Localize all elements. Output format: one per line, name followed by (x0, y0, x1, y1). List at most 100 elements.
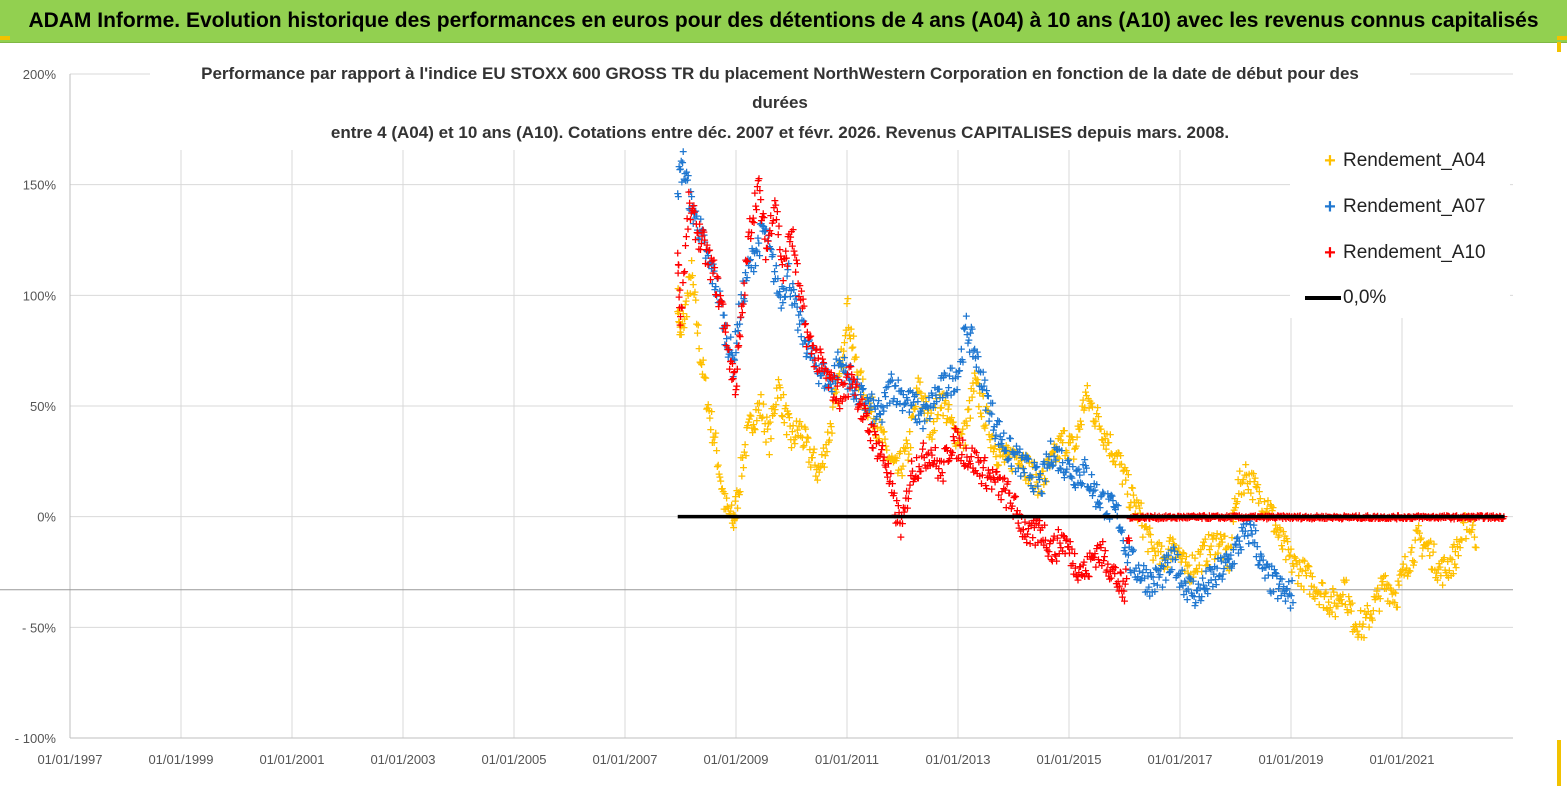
data-point: + (1207, 529, 1216, 542)
data-point: + (1028, 482, 1037, 495)
data-point: + (1374, 590, 1383, 603)
data-point: + (1286, 549, 1295, 562)
data-point: + (1351, 618, 1360, 631)
data-point: + (972, 361, 981, 374)
data-point: + (809, 446, 818, 459)
data-point: + (1082, 389, 1091, 402)
data-point: + (933, 408, 942, 421)
data-point: + (835, 354, 844, 367)
data-point: + (746, 408, 755, 421)
data-point: + (751, 423, 760, 436)
data-point: + (948, 416, 957, 429)
data-point: + (1150, 544, 1159, 557)
data-point: + (852, 351, 861, 364)
data-point: + (921, 395, 930, 408)
data-point: + (1295, 555, 1304, 568)
data-point: + (1456, 533, 1465, 546)
data-point: + (1195, 558, 1204, 571)
x-tick-label: 01/01/2021 (1369, 752, 1434, 767)
data-point: + (1409, 558, 1418, 571)
data-point: + (1425, 549, 1434, 562)
data-point: + (694, 319, 703, 332)
data-point: + (1055, 429, 1064, 442)
data-point: + (963, 336, 972, 349)
data-point: + (1298, 554, 1307, 567)
data-point: + (677, 175, 686, 188)
data-point: + (1214, 539, 1223, 552)
data-point: + (1462, 523, 1471, 536)
data-point: + (721, 319, 730, 332)
data-point: + (1126, 496, 1135, 509)
data-point: + (1006, 443, 1015, 456)
data-point: + (844, 371, 853, 384)
data-point: + (1254, 496, 1263, 509)
data-point: + (772, 259, 781, 272)
data-point: + (713, 460, 722, 473)
data-point: + (829, 369, 838, 382)
data-point: + (1039, 478, 1048, 491)
data-point: + (988, 430, 997, 443)
data-point: + (805, 443, 814, 456)
data-point: + (995, 443, 1004, 456)
data-point: + (1197, 565, 1206, 578)
data-point: + (1071, 441, 1080, 454)
y-tick-label: 0% (37, 510, 56, 525)
data-point: + (914, 409, 923, 422)
data-point: + (1079, 404, 1088, 417)
data-point: + (1043, 452, 1052, 465)
data-point: + (1132, 494, 1141, 507)
data-point: + (1229, 515, 1238, 528)
data-point: + (1136, 506, 1145, 519)
data-point: + (790, 437, 799, 450)
data-point: + (736, 451, 745, 464)
data-point: + (695, 225, 704, 238)
data-point: + (1070, 442, 1079, 455)
data-point: + (1250, 475, 1259, 488)
data-point: + (747, 261, 756, 274)
data-point: + (733, 324, 742, 337)
data-point: + (1297, 580, 1306, 593)
data-point: + (732, 484, 741, 497)
data-point: + (1251, 524, 1260, 537)
data-point: + (1366, 608, 1375, 621)
data-point: + (1038, 458, 1047, 471)
data-point: + (976, 406, 985, 419)
data-point: + (805, 333, 814, 346)
data-point: + (1018, 449, 1027, 462)
data-point: + (747, 421, 756, 434)
data-point: + (784, 407, 793, 420)
data-point: + (832, 373, 841, 386)
data-point: + (1365, 611, 1374, 624)
data-point: + (976, 366, 985, 379)
data-point: + (774, 288, 783, 301)
data-point: + (1031, 461, 1040, 474)
data-point: + (1181, 556, 1190, 569)
data-point: + (1390, 596, 1399, 609)
data-point: + (1274, 531, 1283, 544)
report-title: ADAM Informe. Evolution historique des p… (0, 0, 1567, 43)
data-point: + (1417, 550, 1426, 563)
data-point: + (996, 430, 1005, 443)
data-point: + (1245, 475, 1254, 488)
data-point: + (1304, 560, 1313, 573)
data-point: + (1172, 551, 1181, 564)
data-point: + (753, 397, 762, 410)
data-point: + (1067, 430, 1076, 443)
data-point: + (1171, 542, 1180, 555)
data-point: + (1209, 529, 1218, 542)
data-point: + (780, 416, 789, 429)
data-point: + (1189, 570, 1198, 583)
data-point: + (708, 277, 717, 290)
chart-legend: + Rendement_A04 + Rendement_A07 + Rendem… (1290, 138, 1510, 318)
data-point: + (702, 403, 711, 416)
data-point: + (1463, 513, 1472, 526)
data-point: + (760, 225, 769, 238)
data-point: + (1347, 604, 1356, 617)
data-point: + (963, 403, 972, 416)
data-point: + (1342, 573, 1351, 586)
data-point: + (850, 384, 859, 397)
data-point: + (990, 442, 999, 455)
data-point: + (1065, 429, 1074, 442)
data-point: + (808, 354, 817, 367)
data-point: + (994, 459, 1003, 472)
